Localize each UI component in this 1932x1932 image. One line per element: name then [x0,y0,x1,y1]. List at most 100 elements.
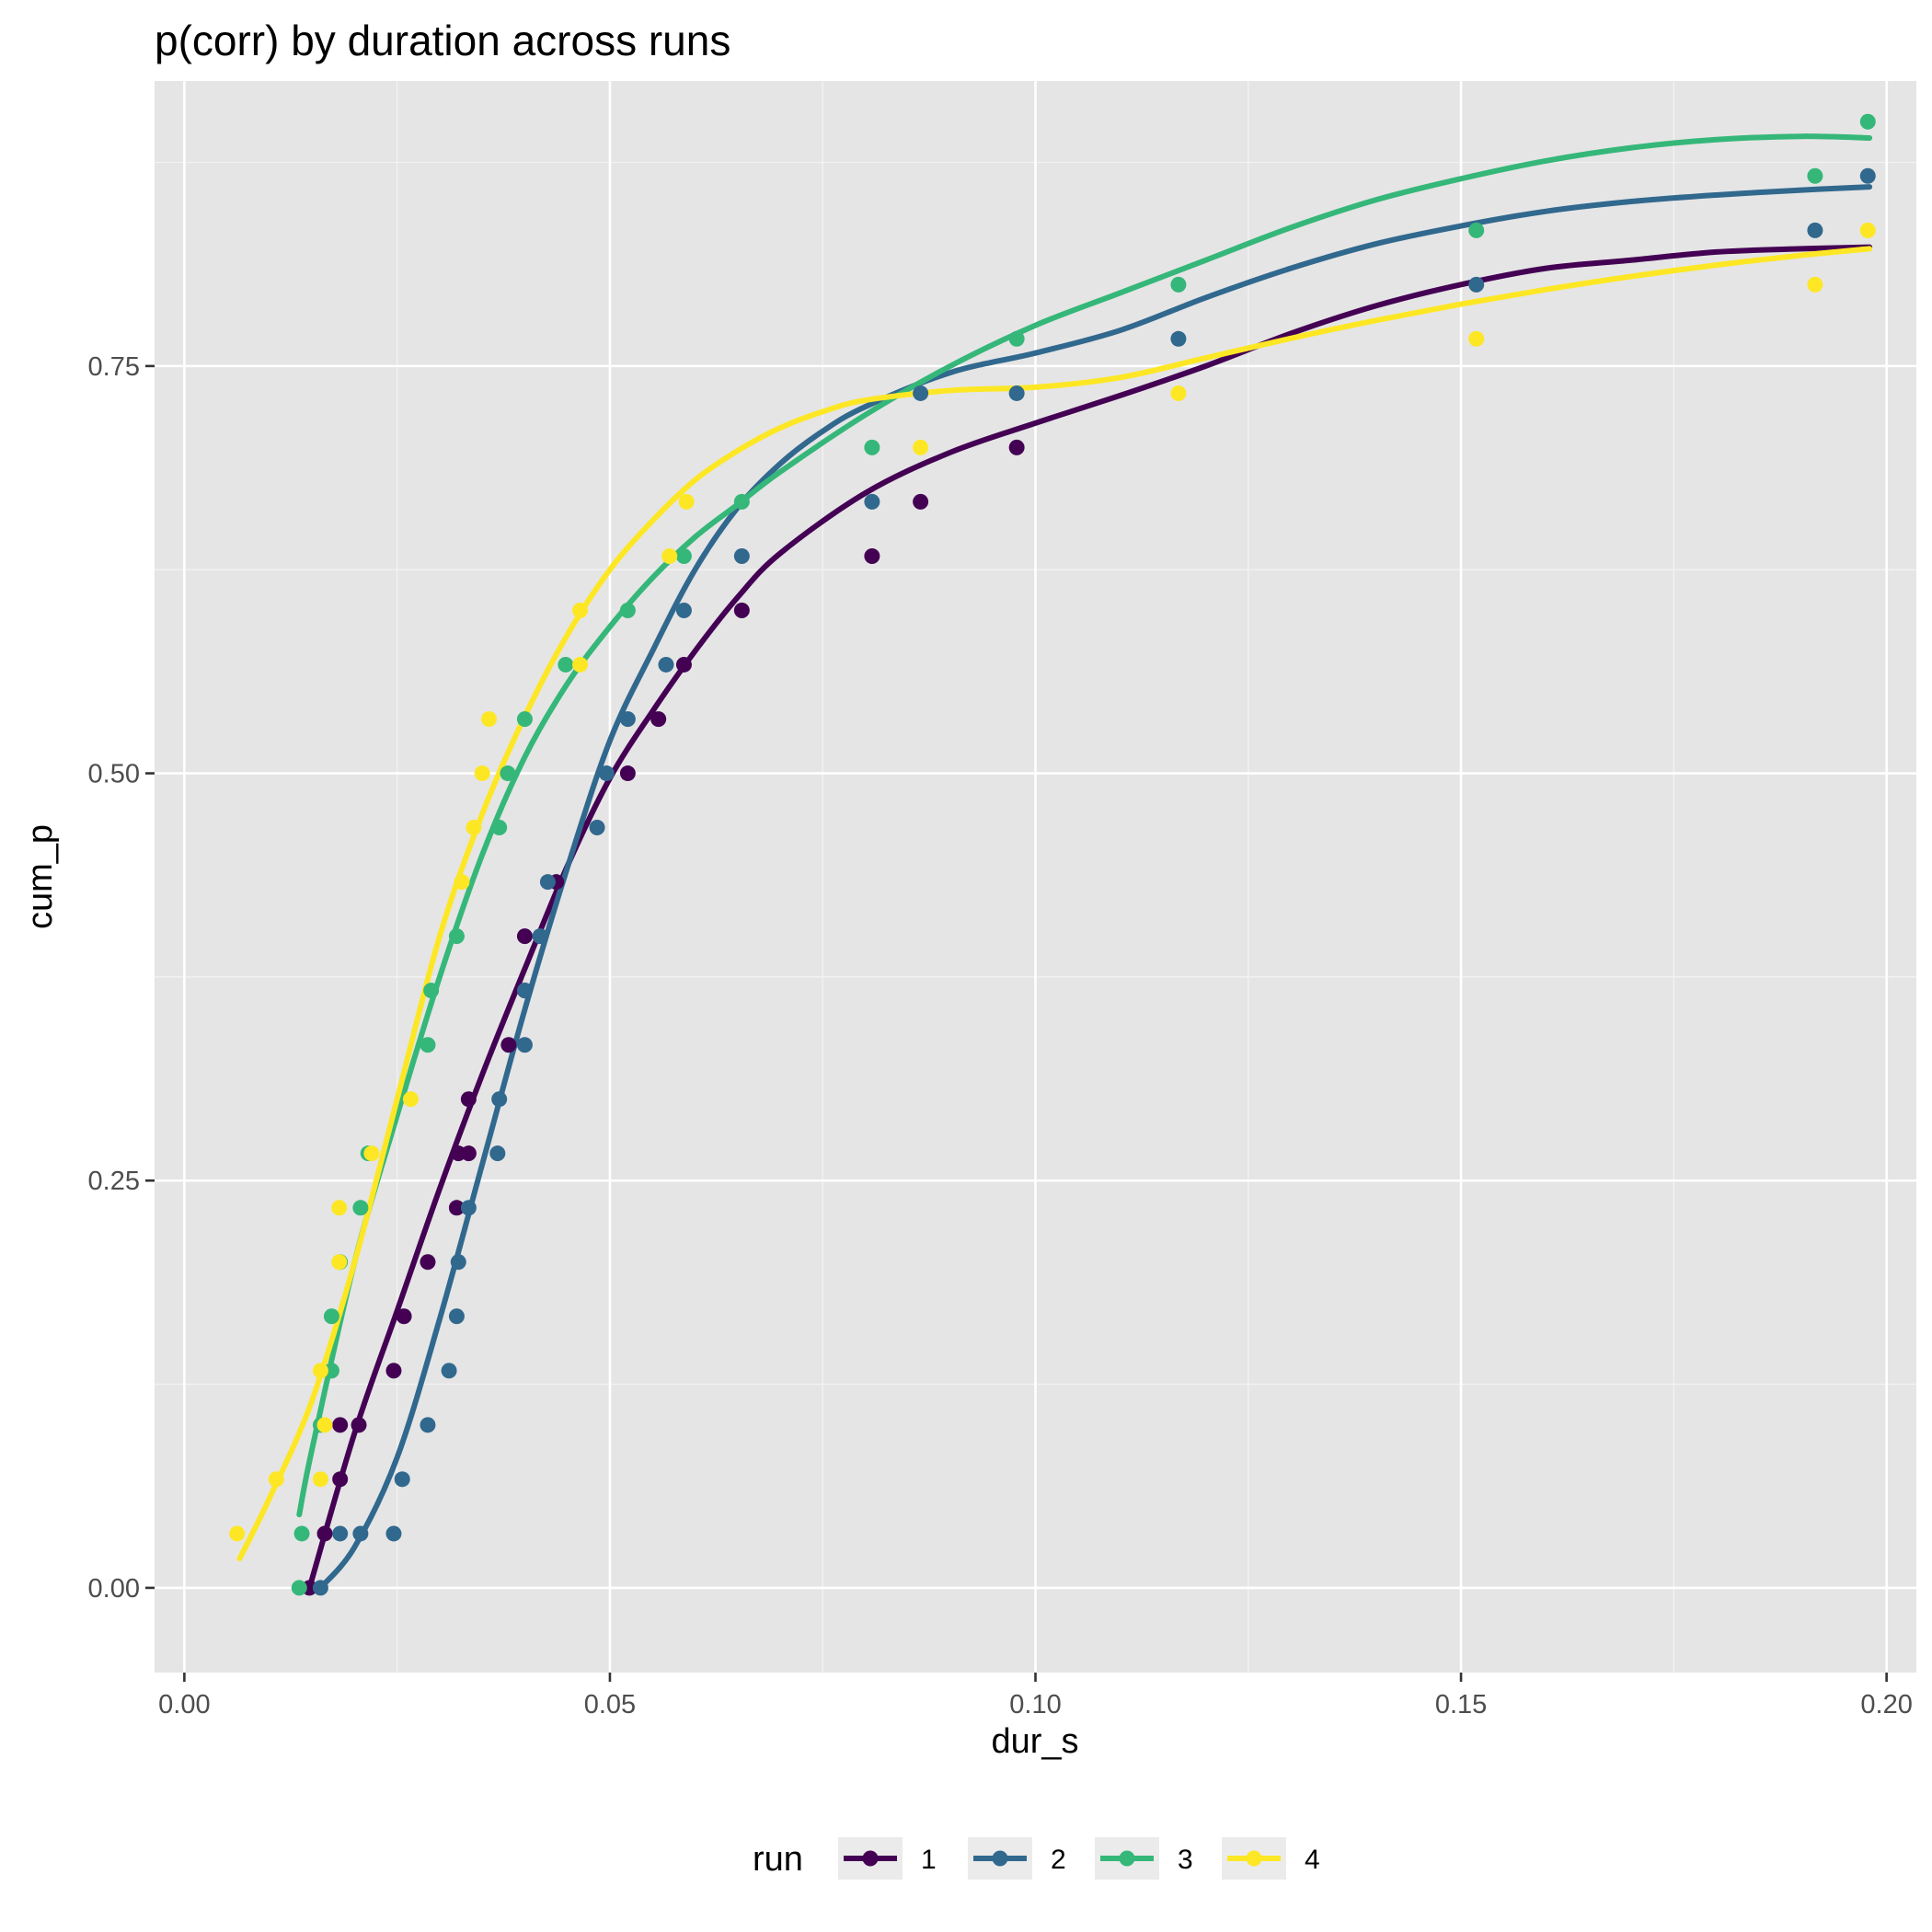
data-point [481,711,498,728]
data-point [441,1363,457,1379]
data-point [675,548,692,565]
legend-label: 1 [921,1845,937,1875]
data-point [678,493,695,510]
legend-label: 4 [1305,1845,1320,1875]
data-point [619,602,636,618]
series-2-smooth-line [317,184,1873,1591]
data-point [268,1471,284,1488]
data-point [589,820,605,836]
data-point [733,493,750,510]
data-point [420,1254,436,1271]
series-4-smooth-line [236,246,1873,1562]
legend-keys: 1 2 3 4 [838,1837,1320,1880]
data-point [312,1363,328,1379]
data-point [448,1308,465,1325]
legend-item-4: 4 [1222,1837,1320,1880]
data-point [650,711,667,728]
data-point [572,656,589,673]
data-point [500,1037,517,1053]
data-point [913,385,929,401]
data-point [460,1091,477,1108]
data-point [516,928,533,945]
data-point [558,656,574,673]
data-point [460,1145,477,1162]
legend-label: 3 [1178,1845,1193,1875]
data-points [229,113,1876,1596]
data-point [331,1254,348,1271]
data-point [323,1308,339,1325]
data-point [489,1145,506,1162]
data-point [229,1525,246,1542]
data-point [316,1417,333,1433]
legend-title: run [753,1840,803,1879]
data-point [1170,385,1187,401]
data-point [733,602,750,618]
data-point [491,1091,508,1108]
data-point [454,874,470,891]
data-point [675,656,692,673]
data-point [363,1145,380,1162]
x-axis-title: dur_s [991,1722,1078,1761]
data-point [332,1525,349,1542]
data-point [460,1200,477,1216]
x-tick-label: 0.05 [584,1690,636,1719]
series-2-points [312,167,1876,1596]
smooth-lines [236,133,1873,1591]
data-point [1170,276,1187,293]
data-point [913,493,929,510]
data-point [1859,222,1876,238]
data-point [619,765,636,782]
series-4-points [229,222,1876,1542]
data-point [291,1580,307,1596]
data-point [658,656,674,673]
data-point [864,548,880,565]
data-point [312,1471,328,1488]
data-point [1807,167,1823,184]
data-point [351,1417,367,1433]
data-point [864,439,880,455]
data-point [1807,276,1823,293]
legend-key-point [992,1850,1008,1867]
legend-label: 2 [1051,1845,1066,1875]
data-point [385,1363,402,1379]
data-point [316,1525,333,1542]
data-point [913,439,929,455]
data-point [532,928,548,945]
x-tick-label: 0.20 [1860,1690,1912,1719]
legend-item-2: 2 [968,1837,1066,1880]
data-point [619,711,636,728]
y-tick-label: 0.75 [88,352,140,382]
data-point [352,1200,369,1216]
data-point [516,711,533,728]
data-point [516,983,533,999]
data-point [1170,330,1187,347]
legend-key-point [1246,1850,1262,1867]
chart-title: p(corr) by duration across runs [155,17,730,64]
data-point [466,820,482,836]
data-point [450,1254,466,1271]
data-point [332,1417,349,1433]
data-point [423,983,440,999]
legend-key-point [862,1850,879,1867]
legend-item-3: 3 [1095,1837,1193,1880]
data-point [323,1363,339,1379]
y-tick-label: 0.00 [88,1574,140,1604]
data-point [1468,222,1485,238]
data-point [293,1525,310,1542]
data-point [1008,330,1025,347]
data-point [1468,276,1485,293]
data-point [312,1580,328,1596]
data-point [352,1525,369,1542]
y-tick-label: 0.25 [88,1167,140,1196]
axes: 0.00 0.05 0.10 0.15 0.20 0.00 0.25 0.50 0.75 [88,352,1913,1719]
data-point [1807,222,1823,238]
legend-key-point [1119,1850,1135,1867]
data-point [661,548,678,565]
data-point [539,874,556,891]
data-point [491,820,508,836]
y-tick-label: 0.50 [88,760,140,789]
data-point [394,1471,410,1488]
x-tick-label: 0.00 [158,1690,210,1719]
series-3-smooth-line [296,133,1873,1518]
